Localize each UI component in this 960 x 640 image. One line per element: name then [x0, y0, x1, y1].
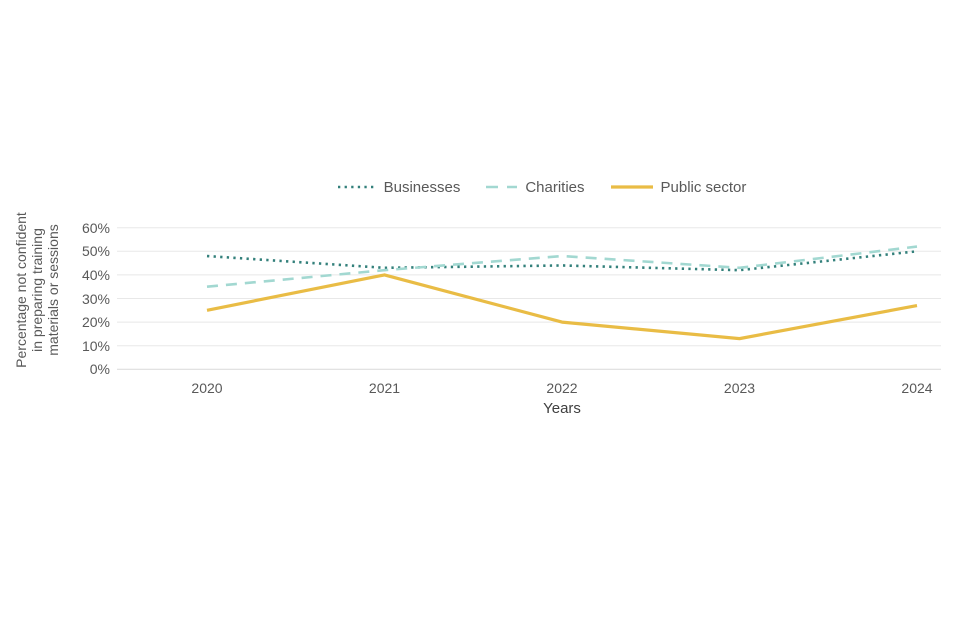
- x-tick-label: 2021: [368, 380, 401, 396]
- legend-label: Charities: [525, 178, 585, 196]
- y-tick-label: 0%: [89, 361, 110, 378]
- y-tick-label: 50%: [81, 243, 110, 260]
- legend-dotted-line-sample: [337, 185, 376, 189]
- legend-label: Public sector: [660, 178, 747, 196]
- x-tick-label: 2020: [191, 380, 223, 396]
- chart-legend: Businesses Charities Public sector: [124, 177, 960, 197]
- y-axis-title-line: in preparing training: [29, 228, 45, 352]
- x-tick-label: 2022: [546, 380, 578, 396]
- legend-item-charities: Charities: [486, 178, 585, 196]
- legend-dashed-line-sample: [486, 185, 518, 189]
- series-line-public-sector: [206, 273, 918, 341]
- y-tick-label: 10%: [81, 337, 110, 354]
- x-axis-title: Years: [543, 400, 581, 417]
- legend-solid-line-sample: [610, 185, 653, 189]
- x-tick-label: 2024: [901, 380, 933, 396]
- y-tick-label: 60%: [81, 219, 110, 236]
- series-line-charities: [206, 245, 918, 288]
- y-tick-label: 30%: [81, 290, 110, 307]
- legend-label: Businesses: [383, 178, 461, 196]
- x-tick-label: 2023: [723, 380, 756, 396]
- legend-item-public-sector: Public sector: [610, 178, 747, 196]
- legend-item-businesses: Businesses: [337, 178, 461, 196]
- y-tick-label: 40%: [81, 266, 110, 283]
- series-line-businesses: [206, 250, 918, 272]
- y-axis-title-line: Percentage not confident: [13, 212, 29, 368]
- y-tick-label: 20%: [81, 314, 110, 331]
